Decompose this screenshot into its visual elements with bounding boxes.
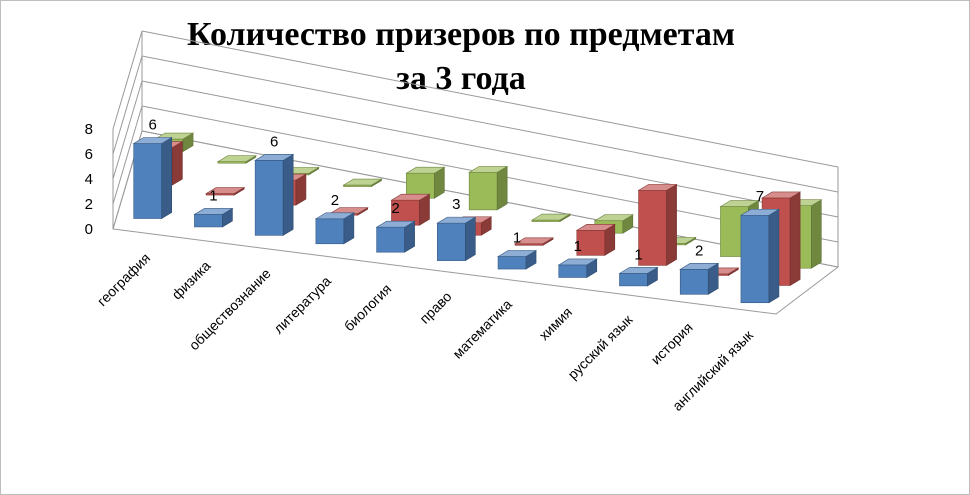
category-label: история <box>648 319 696 367</box>
bar-s2-c6 <box>530 213 572 223</box>
gridline-2 <box>141 80 839 218</box>
bar-s1-c7 <box>575 223 616 256</box>
data-label: 2 <box>391 200 399 217</box>
bar-s0-c9 <box>679 262 720 295</box>
bar-s0-c1 <box>193 207 234 228</box>
gridline-4 <box>141 30 839 168</box>
data-label: 1 <box>209 187 217 204</box>
category-label: химия <box>536 304 575 343</box>
data-label: 3 <box>452 196 460 213</box>
category-label: русский язык <box>564 311 636 383</box>
category-label: право <box>416 288 454 326</box>
side-gridline-2 <box>112 80 143 180</box>
bar-s0-c6 <box>496 250 538 270</box>
data-label: 7 <box>756 188 764 205</box>
bar-s0-c8 <box>618 266 659 287</box>
category-label: литература <box>270 273 334 337</box>
category-label: физика <box>168 257 213 302</box>
bar-s0-c10 <box>739 208 781 304</box>
bar-s0-c7 <box>557 258 598 279</box>
y-tick-label: 0 <box>85 221 93 238</box>
side-gridline-1 <box>112 105 143 205</box>
bar-s0-c0 <box>132 136 173 220</box>
category-label: математика <box>449 296 515 362</box>
data-label: 1 <box>574 238 582 255</box>
y-tick-label: 8 <box>85 121 93 138</box>
gridline-3 <box>141 55 839 193</box>
chart-title: Количество призеров по предметам за 3 го… <box>1 13 921 101</box>
y-tick-label: 4 <box>85 171 93 188</box>
data-label: 2 <box>331 192 339 209</box>
bar-layer <box>132 132 823 304</box>
chart-title-line-2: за 3 года <box>396 60 526 97</box>
category-label: география <box>94 250 153 309</box>
bar-s0-c5 <box>436 216 477 262</box>
y-tick-label: 6 <box>85 146 93 163</box>
bar-s1-c1 <box>205 187 246 196</box>
bar-s0-c2 <box>254 153 295 236</box>
bar-s1-c6 <box>513 237 555 246</box>
axis-layer: 0 2 4 6 8 <box>85 31 840 315</box>
category-label: биология <box>341 281 395 335</box>
side-gridline-3 <box>112 55 143 155</box>
bar-s0-c4 <box>375 220 416 253</box>
data-label: 1 <box>513 230 521 247</box>
y-tick-label: 2 <box>85 196 93 213</box>
bar-s2-c4 <box>405 166 446 199</box>
floor <box>112 130 840 315</box>
bar-s0-c3 <box>314 212 355 245</box>
data-label: 6 <box>270 133 278 150</box>
bar-s2-c3 <box>342 178 383 188</box>
data-label: 2 <box>695 242 703 259</box>
side-gridline-4 <box>112 30 143 130</box>
data-label: 1 <box>634 246 642 263</box>
bar-s1-c8 <box>637 183 678 266</box>
bar-s2-c5 <box>468 165 509 211</box>
bar-s2-c1 <box>216 155 257 164</box>
chart-title-line-1: Количество призеров по предметам <box>186 16 735 53</box>
data-label: 6 <box>149 117 157 134</box>
